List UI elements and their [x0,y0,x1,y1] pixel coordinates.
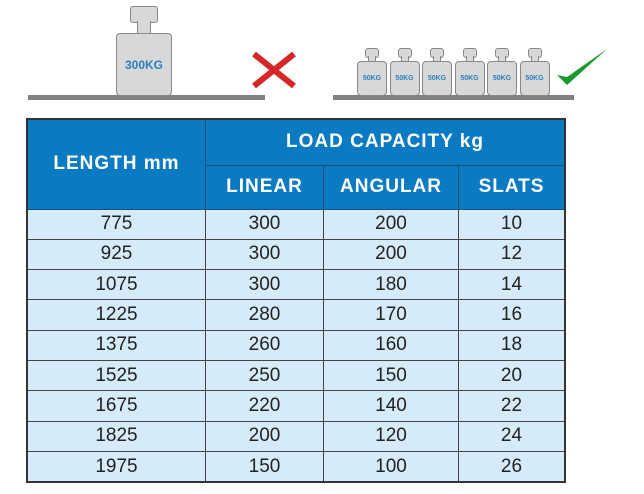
length-header: LENGTH mm [26,118,206,210]
angular-header: ANGULAR [323,164,459,210]
table-cell: 100 [323,450,459,483]
table-cell: 26 [458,450,566,483]
small-weight-label: 50KG [454,61,485,96]
table-cell: 1675 [26,390,206,422]
small-weight-label: 50KG [519,61,550,96]
table-row: 1525 250 150 20 [26,359,566,392]
table-cell: 10 [458,208,566,240]
small-weight-label: 50KG [422,61,452,96]
small-weight: 50KG [389,48,420,96]
check-icon [557,49,607,85]
small-weight: 50KG [519,48,550,96]
table-cell: 300 [205,269,324,301]
table-cell: 18 [458,329,566,361]
table-cell: 170 [323,299,459,331]
table-cell: 1375 [26,329,206,361]
table-row: 1825 200 120 24 [26,420,566,452]
linear-header: LINEAR [205,164,324,210]
table-cell: 180 [323,269,459,301]
table-cell: 200 [323,238,459,271]
table-cell: 120 [323,420,459,452]
table-cell: 1525 [26,359,206,392]
table-cell: 200 [205,420,324,452]
heavy-weight-label: 300KG [116,33,172,96]
small-weight: 50KG [357,48,387,96]
table-row: 1975 150 100 26 [26,450,566,483]
table-row: 775 300 200 10 [26,208,566,240]
small-weight: 50KG [487,48,517,96]
table-cell: 16 [458,299,566,331]
table-row: 925 300 200 12 [26,238,566,271]
table-cell: 260 [205,329,324,361]
table-cell: 775 [26,208,206,240]
heavy-weight: 300KG [116,6,172,96]
table-cell: 24 [458,420,566,452]
table-cell: 300 [205,238,324,271]
table-cell: 200 [323,208,459,240]
small-weight: 50KG [422,48,452,96]
cross-icon [252,51,296,89]
table-cell: 22 [458,390,566,422]
load-capacity-table: LENGTH mm LOAD CAPACITY kg LINEAR ANGULA… [26,118,566,484]
table-cell: 925 [26,238,206,271]
table-cell: 12 [458,238,566,271]
table-cell: 140 [323,390,459,422]
table-row: 1225 280 170 16 [26,299,566,331]
table-cell: 150 [205,450,324,483]
table-cell: 1225 [26,299,206,331]
table-cell: 250 [205,359,324,392]
table-cell: 1075 [26,269,206,301]
table-cell: 160 [323,329,459,361]
table-row: 1075 300 180 14 [26,269,566,301]
table-cell: 280 [205,299,324,331]
slats-header: SLATS [458,164,566,210]
right-platform [333,95,574,100]
table-cell: 14 [458,269,566,301]
small-weight: 50KG [454,48,485,96]
capacity-header: LOAD CAPACITY kg [205,118,566,166]
table-cell: 300 [205,208,324,240]
table-cell: 20 [458,359,566,392]
table-cell: 150 [323,359,459,392]
table-row: 1675 220 140 22 [26,390,566,422]
small-weight-label: 50KG [389,61,420,96]
table-cell: 220 [205,390,324,422]
table-cell: 1975 [26,450,206,483]
table-cell: 1825 [26,420,206,452]
table-row: 1375 260 160 18 [26,329,566,361]
small-weight-label: 50KG [487,61,517,96]
left-platform [28,95,265,100]
small-weight-label: 50KG [357,61,387,96]
